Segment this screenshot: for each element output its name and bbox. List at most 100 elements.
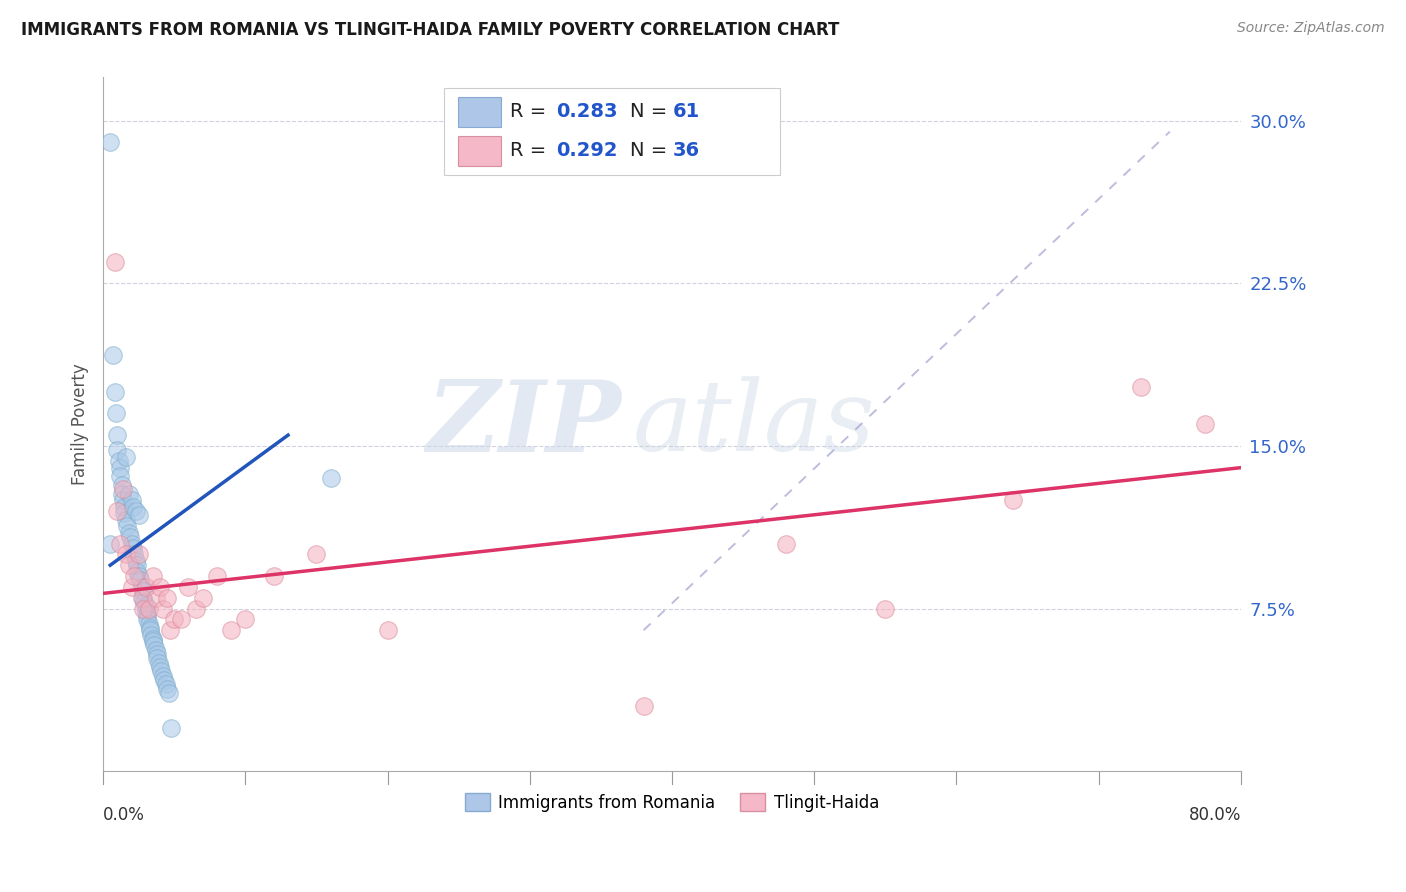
Point [103, 384, 125, 399]
Point [125, 504, 148, 518]
Point [156, 681, 179, 696]
Point [103, 254, 125, 268]
Text: 36: 36 [673, 141, 700, 160]
Legend: Immigrants from Romania, Tlingit-Haida: Immigrants from Romania, Tlingit-Haida [458, 787, 886, 818]
Point [128, 508, 150, 523]
Point [775, 536, 797, 550]
Point [121, 580, 143, 594]
Point [131, 580, 153, 594]
Point [135, 599, 157, 614]
Point [1130, 380, 1153, 394]
FancyBboxPatch shape [458, 136, 502, 166]
Point [118, 486, 141, 500]
Point [150, 665, 173, 679]
Point [177, 580, 200, 594]
Point [128, 547, 150, 561]
Point [305, 547, 328, 561]
Y-axis label: Family Poverty: Family Poverty [72, 363, 89, 485]
Point [98, 136, 121, 150]
Point [98, 536, 121, 550]
Point [115, 547, 138, 561]
Point [115, 513, 138, 527]
Text: IMMIGRANTS FROM ROMANIA VS TLINGIT-HAIDA FAMILY POVERTY CORRELATION CHART: IMMIGRANTS FROM ROMANIA VS TLINGIT-HAIDA… [21, 21, 839, 38]
Point [1002, 493, 1025, 508]
Point [152, 669, 174, 683]
Point [235, 612, 257, 626]
Point [146, 647, 169, 661]
Text: Source: ZipAtlas.com: Source: ZipAtlas.com [1237, 21, 1385, 35]
Point [157, 686, 180, 700]
Point [108, 536, 131, 550]
Point [118, 558, 141, 573]
FancyBboxPatch shape [458, 96, 502, 127]
Point [148, 656, 170, 670]
Point [134, 595, 156, 609]
Point [131, 591, 153, 605]
Point [115, 450, 138, 464]
Point [875, 601, 897, 615]
Point [184, 601, 207, 615]
Point [110, 478, 132, 492]
Point [117, 519, 139, 533]
Text: atlas: atlas [633, 376, 875, 472]
Point [142, 632, 165, 646]
Point [142, 569, 165, 583]
Text: N =: N = [630, 141, 673, 160]
Point [319, 471, 342, 485]
Point [132, 601, 155, 615]
Text: 0.292: 0.292 [555, 141, 617, 160]
Text: 0.0%: 0.0% [103, 805, 145, 824]
Text: R =: R = [510, 103, 553, 121]
Point [136, 612, 159, 626]
Point [263, 569, 285, 583]
Point [219, 624, 242, 638]
Point [205, 569, 228, 583]
Point [159, 624, 181, 638]
Point [124, 547, 146, 561]
Text: R =: R = [510, 141, 553, 160]
Point [105, 428, 128, 442]
Point [108, 469, 131, 483]
Point [101, 348, 124, 362]
Point [155, 677, 177, 691]
Point [107, 454, 129, 468]
Point [132, 584, 155, 599]
Point [104, 407, 127, 421]
Point [149, 660, 172, 674]
Text: 61: 61 [673, 103, 700, 121]
Point [122, 541, 145, 555]
FancyBboxPatch shape [444, 87, 780, 175]
Point [139, 621, 162, 635]
Point [120, 530, 142, 544]
Point [127, 565, 149, 579]
Point [191, 591, 214, 605]
Point [145, 591, 167, 605]
Point [152, 601, 174, 615]
Point [139, 624, 162, 638]
Point [141, 627, 163, 641]
Text: N =: N = [630, 103, 673, 121]
Point [128, 569, 150, 583]
Point [124, 569, 146, 583]
Point [118, 525, 141, 540]
Text: 0.283: 0.283 [555, 103, 617, 121]
Point [633, 699, 655, 714]
Point [110, 486, 132, 500]
Point [146, 651, 169, 665]
Point [112, 493, 135, 508]
Point [129, 574, 152, 588]
Point [122, 500, 145, 514]
Point [105, 504, 128, 518]
Point [156, 591, 179, 605]
Point [132, 591, 155, 605]
Point [160, 721, 183, 735]
Point [377, 624, 399, 638]
Point [138, 601, 160, 615]
Point [108, 460, 131, 475]
Point [145, 642, 167, 657]
Point [121, 493, 143, 508]
Point [149, 580, 172, 594]
Point [125, 554, 148, 568]
Point [142, 634, 165, 648]
Point [105, 443, 128, 458]
